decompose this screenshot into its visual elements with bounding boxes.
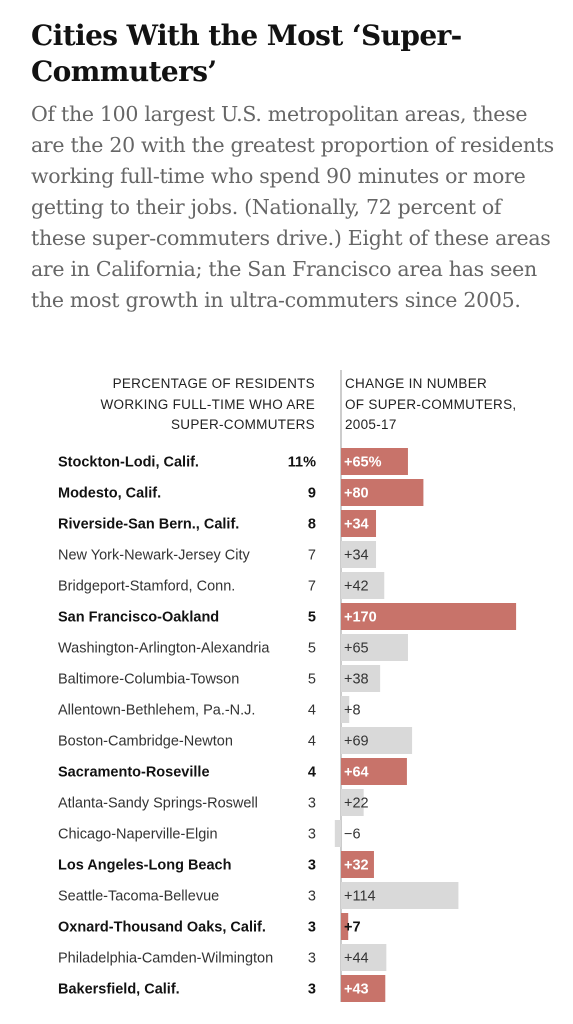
row-label: Boston-Cambridge-Newton xyxy=(58,734,233,750)
change-label: +32 xyxy=(344,858,369,874)
percent-label: 8 xyxy=(308,517,316,533)
percent-label: 5 xyxy=(308,641,316,657)
change-label: −6 xyxy=(344,827,361,843)
column-header-change: CHANGE IN NUMBER OF SUPER-COMMUTERS, 200… xyxy=(345,376,517,432)
change-bar xyxy=(341,448,408,475)
row-label: San Francisco-Oakland xyxy=(58,610,219,626)
row-label: Chicago-Naperville-Elgin xyxy=(58,827,218,843)
change-bar xyxy=(341,913,349,940)
change-label: +65 xyxy=(344,641,369,657)
change-bar xyxy=(341,882,459,909)
change-label: +43 xyxy=(344,982,369,998)
row-label: Riverside-San Bern., Calif. xyxy=(58,517,239,533)
change-label: +7 xyxy=(344,920,361,936)
change-bar xyxy=(341,665,381,692)
change-bar xyxy=(341,789,364,816)
change-bar xyxy=(341,479,424,506)
row-label: Atlanta-Sandy Springs-Roswell xyxy=(58,796,258,812)
percent-label: 4 xyxy=(308,765,316,781)
change-bar xyxy=(341,758,407,785)
percent-label: 3 xyxy=(308,951,316,967)
change-label: +42 xyxy=(344,579,369,595)
change-label: +8 xyxy=(344,703,361,719)
change-label: +69 xyxy=(344,734,369,750)
row-label: Stockton-Lodi, Calif. xyxy=(58,455,199,471)
row-label: Modesto, Calif. xyxy=(58,486,161,502)
percent-label: 11% xyxy=(288,455,316,471)
row-label: New York-Newark-Jersey City xyxy=(58,548,251,564)
row-label: Baltimore-Columbia-Towson xyxy=(58,672,239,688)
change-bar xyxy=(334,820,341,847)
change-bar xyxy=(341,510,377,537)
change-bar xyxy=(341,572,385,599)
percent-label: 7 xyxy=(308,579,316,595)
percent-label: 4 xyxy=(308,703,316,719)
chart-title: Cities With the Most ‘Super-Commuters’ xyxy=(31,19,462,88)
percent-label: 5 xyxy=(308,610,316,626)
change-bar xyxy=(341,944,387,971)
change-label: +170 xyxy=(344,610,377,626)
change-label: +22 xyxy=(344,796,369,812)
row-label: Los Angeles-Long Beach xyxy=(58,858,231,874)
percent-label: 3 xyxy=(308,982,316,998)
row-label: Bakersfield, Calif. xyxy=(58,982,180,998)
percent-label: 3 xyxy=(308,796,316,812)
column-header-percentage: PERCENTAGE OF RESIDENTS WORKING FULL-TIM… xyxy=(100,376,315,432)
change-bar xyxy=(341,603,517,630)
row-label: Sacramento-Roseville xyxy=(58,765,210,781)
percent-label: 3 xyxy=(308,889,316,905)
change-label: +34 xyxy=(344,548,369,564)
change-bar xyxy=(341,634,408,661)
change-label: +64 xyxy=(344,765,369,781)
row-label: Washington-Arlington-Alexandria xyxy=(58,641,270,657)
change-bar xyxy=(341,541,377,568)
change-bar xyxy=(341,696,350,723)
row-label: Allentown-Bethlehem, Pa.-N.J. xyxy=(58,703,255,719)
change-label: +65% xyxy=(344,455,382,471)
change-label: +44 xyxy=(344,951,369,967)
row-label: Seattle-Tacoma-Bellevue xyxy=(58,889,219,905)
percent-label: 3 xyxy=(308,827,316,843)
percent-label: 4 xyxy=(308,734,316,750)
percent-label: 3 xyxy=(308,858,316,874)
change-bar xyxy=(341,727,413,754)
percent-label: 9 xyxy=(308,486,316,502)
row-label: Oxnard-Thousand Oaks, Calif. xyxy=(58,920,266,936)
percent-label: 7 xyxy=(308,548,316,564)
change-label: +80 xyxy=(344,486,369,502)
row-label: Bridgeport-Stamford, Conn. xyxy=(58,579,235,595)
change-label: +114 xyxy=(344,889,376,905)
chart-subtitle: Of the 100 largest U.S. metropolitan are… xyxy=(31,102,554,312)
percent-label: 3 xyxy=(308,920,316,936)
change-label: +38 xyxy=(344,672,369,688)
change-bar xyxy=(341,975,386,1002)
change-label: +34 xyxy=(344,517,369,533)
percent-label: 5 xyxy=(308,672,316,688)
row-label: Philadelphia-Camden-Wilmington xyxy=(58,951,273,967)
change-bar xyxy=(341,851,374,878)
